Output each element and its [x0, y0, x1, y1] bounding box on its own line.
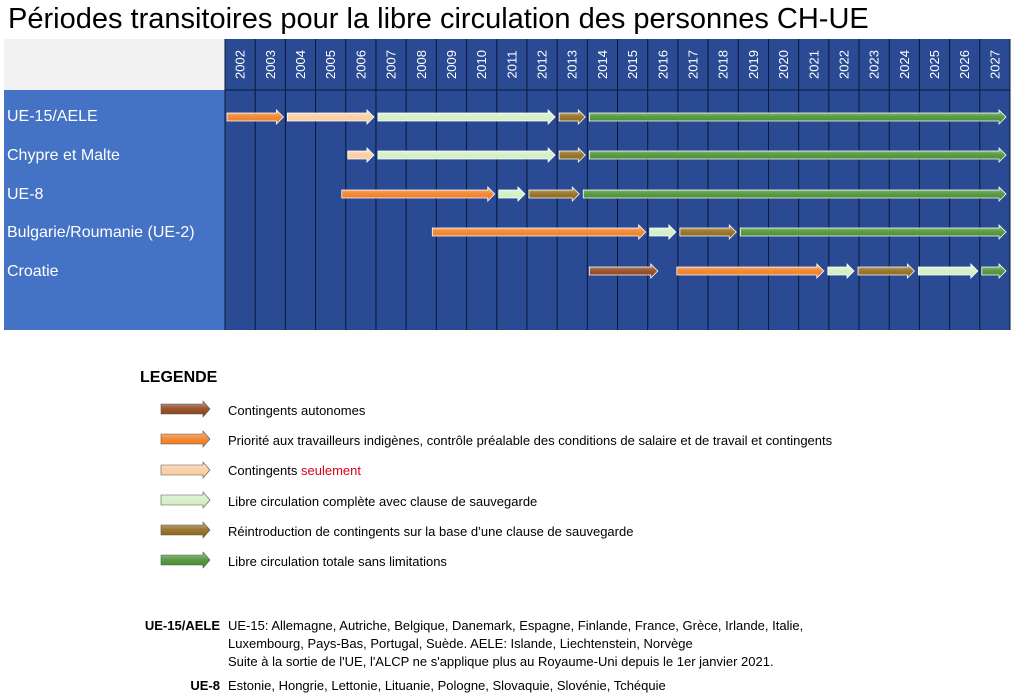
note-key-ue15: UE-15/AELE	[144, 618, 220, 633]
year-label-2022: 2022	[836, 50, 851, 79]
arrow-2-1-libre_sauvegarde	[498, 186, 526, 202]
row-label-panel	[4, 90, 225, 330]
legend-arrow-shape-libre_totale	[160, 551, 211, 569]
page-title: Périodes transitoires pour la libre circ…	[8, 3, 869, 35]
arrow-0-3-reintroduction	[558, 109, 586, 125]
arrow-1-1-libre_sauvegarde	[377, 147, 556, 163]
year-label-2025: 2025	[927, 50, 942, 79]
legend-arrow-shape-contingents_seulement	[160, 461, 211, 479]
arrow-0-1-contingents_seulement	[286, 109, 375, 125]
year-label-2021: 2021	[806, 50, 821, 79]
row-label-chypre-malte: Chypre et Malte	[7, 147, 120, 164]
legend-arrow-contingents-autonomes	[160, 399, 212, 419]
year-label-2009: 2009	[444, 50, 459, 79]
year-label-2023: 2023	[867, 50, 882, 79]
year-label-2007: 2007	[384, 50, 399, 79]
note-key-ue8: UE-8	[190, 678, 220, 693]
legend-arrow-svg-contingents_autonomes	[160, 400, 211, 418]
legend-label-contingents-prefix: Contingents	[228, 463, 301, 478]
row-label-croatie: Croatie	[7, 263, 59, 280]
legend-label-seulement-highlight: seulement	[301, 463, 361, 478]
legend-arrow-svg-libre_sauvegarde	[160, 491, 211, 509]
legend-arrow-priorite	[160, 429, 212, 449]
legend-arrow-libre-sauvegarde	[160, 490, 212, 510]
year-label-2008: 2008	[414, 50, 429, 79]
legend-arrow-svg-contingents_seulement	[160, 461, 211, 479]
arrow-1-3-libre_totale	[588, 147, 1007, 163]
arrow-4-5-libre_totale	[981, 263, 1007, 279]
year-label-2016: 2016	[655, 50, 670, 79]
arrow-1-2-reintroduction	[558, 147, 586, 163]
arrow-3-3-libre_totale	[739, 224, 1007, 240]
row-label-ue2: Bulgarie/Roumanie (UE-2)	[7, 224, 195, 241]
legend-arrow-libre-totale	[160, 550, 212, 570]
arrow-0-2-libre_sauvegarde	[377, 109, 556, 125]
year-label-2024: 2024	[897, 50, 912, 79]
legend-label-priorite: Priorité aux travailleurs indigènes, con…	[228, 433, 833, 448]
legend-arrow-reintroduction	[160, 520, 212, 540]
note-ue15-line2: Luxembourg, Pays-Bas, Portugal, Suède. A…	[228, 636, 693, 651]
year-label-2014: 2014	[595, 50, 610, 79]
legend-arrow-shape-libre_sauvegarde	[160, 491, 211, 509]
arrow-2-3-libre_totale	[582, 186, 1007, 202]
row-label-ue8: UE-8	[7, 186, 44, 203]
legend-arrow-svg-priorite	[160, 430, 211, 448]
arrow-4-2-libre_sauvegarde	[827, 263, 855, 279]
year-label-2018: 2018	[716, 50, 731, 79]
arrow-4-4-libre_sauvegarde	[918, 263, 979, 279]
year-label-2002: 2002	[233, 50, 248, 79]
arrow-2-0-priorite	[341, 186, 496, 202]
legend-arrow-svg-libre_totale	[160, 551, 211, 569]
arrow-4-0-contingents_autonomes	[588, 263, 659, 279]
legend-arrow-shape-reintroduction	[160, 521, 211, 539]
header-blank-cell	[4, 39, 225, 90]
note-ue15-line3: Suite à la sortie de l'UE, l'ALCP ne s'a…	[228, 654, 774, 669]
legend-label-contingents-autonomes: Contingents autonomes	[228, 403, 366, 418]
legend-arrow-shape-contingents_autonomes	[160, 400, 211, 418]
legend-label-libre-sauvegarde: Libre circulation complète avec clause d…	[228, 494, 538, 509]
year-label-2005: 2005	[323, 50, 338, 79]
year-label-2012: 2012	[535, 50, 550, 79]
arrow-3-2-reintroduction	[679, 224, 737, 240]
note-ue15-line1: UE-15: Allemagne, Autriche, Belgique, Da…	[228, 618, 804, 633]
year-label-2003: 2003	[263, 50, 278, 79]
legend-label-reintroduction: Réintroduction de contingents sur la bas…	[228, 524, 634, 539]
year-label-2017: 2017	[685, 50, 700, 79]
arrow-0-0-priorite	[226, 109, 284, 125]
transition-chart: 2002 2003 2004 2005 2006 2007 2008 2009 2010 2011…	[4, 39, 1011, 330]
legend-label-libre-totale: Libre circulation totale sans limitation…	[228, 554, 447, 569]
year-label-2026: 2026	[957, 50, 972, 79]
note-ue8-line1: Estonie, Hongrie, Lettonie, Lituanie, Po…	[228, 678, 666, 693]
year-label-2006: 2006	[353, 50, 368, 79]
year-label-2010: 2010	[474, 50, 489, 79]
legend-title: LEGENDE	[140, 369, 218, 386]
arrow-0-4-libre_totale	[588, 109, 1007, 125]
arrow-1-0-contingents_seulement	[347, 147, 375, 163]
arrow-4-1-priorite	[676, 263, 825, 279]
arrow-3-1-libre_sauvegarde	[649, 224, 677, 240]
year-label-2011: 2011	[504, 51, 519, 79]
year-label-2013: 2013	[565, 50, 580, 79]
arrow-2-2-reintroduction	[528, 186, 580, 202]
arrow-4-3-reintroduction	[857, 263, 915, 279]
arrow-3-0-priorite	[431, 224, 647, 240]
year-label-2027: 2027	[987, 50, 1002, 79]
legend-label-contingents-seulement: Contingents seulement	[228, 463, 361, 479]
year-label-2015: 2015	[625, 50, 640, 79]
legend-arrow-shape-priorite	[160, 430, 211, 448]
year-label-2004: 2004	[293, 50, 308, 79]
legend-arrow-svg-reintroduction	[160, 521, 211, 539]
legend-arrow-contingents-seulement	[160, 460, 212, 480]
year-label-2019: 2019	[746, 50, 761, 79]
row-label-ue15: UE-15/AELE	[7, 108, 98, 125]
year-label-2020: 2020	[776, 50, 791, 79]
